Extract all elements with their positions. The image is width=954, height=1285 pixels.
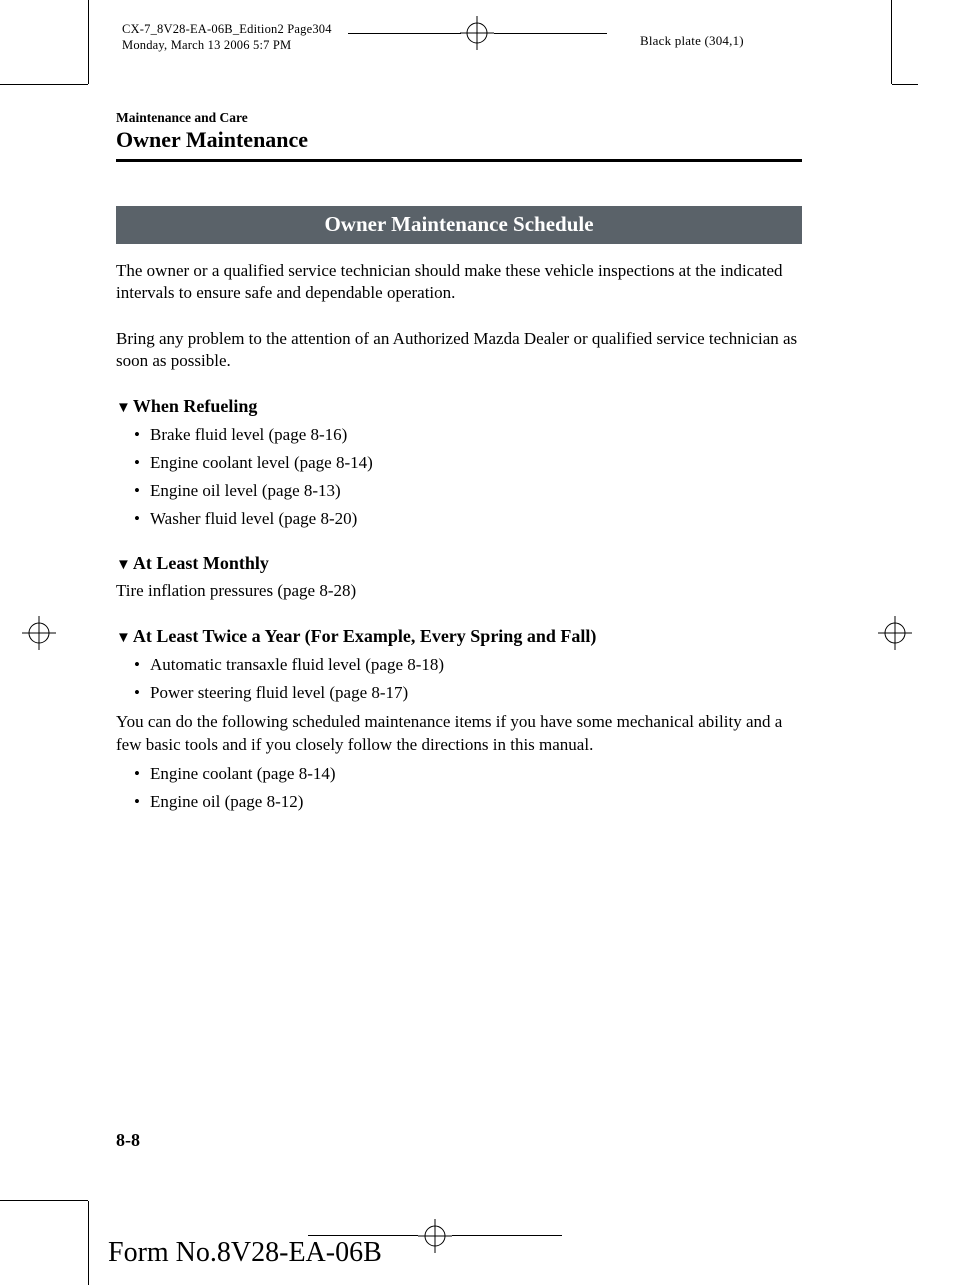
register-mark-icon <box>22 616 56 650</box>
subhead-label: When Refueling <box>133 396 258 417</box>
subhead-label: At Least Monthly <box>133 553 269 574</box>
cropmark-icon <box>88 0 89 84</box>
print-docid: CX-7_8V28-EA-06B_Edition2 Page304 <box>122 22 332 38</box>
list-item: Brake fluid level (page 8-16) <box>134 425 802 445</box>
print-docid-block: CX-7_8V28-EA-06B_Edition2 Page304 Monday… <box>122 22 332 53</box>
print-date: Monday, March 13 2006 5:7 PM <box>122 38 332 54</box>
list-item: Automatic transaxle fluid level (page 8-… <box>134 655 802 675</box>
intro-paragraph: Bring any problem to the attention of an… <box>116 328 802 372</box>
list-item: Power steering fluid level (page 8-17) <box>134 683 802 703</box>
register-mark-icon <box>460 16 494 50</box>
triangle-down-icon: ▼ <box>116 400 131 417</box>
subhead-monthly: ▼ At Least Monthly <box>116 553 802 574</box>
page-title: Owner Maintenance <box>116 127 802 153</box>
subhead-when-refueling: ▼ When Refueling <box>116 396 802 417</box>
register-line-icon <box>452 1235 562 1236</box>
subhead-twice-a-year: ▼ At Least Twice a Year (For Example, Ev… <box>116 626 802 647</box>
cropmark-icon <box>891 0 892 84</box>
register-line-icon <box>494 33 607 34</box>
print-plate: Black plate (304,1) <box>640 33 744 49</box>
intro-paragraph: The owner or a qualified service technic… <box>116 260 802 304</box>
refueling-list: Brake fluid level (page 8-16) Engine coo… <box>116 425 802 529</box>
list-item: Engine coolant (page 8-14) <box>134 764 802 784</box>
page-content: Maintenance and Care Owner Maintenance O… <box>116 110 802 820</box>
twice-year-list: Automatic transaxle fluid level (page 8-… <box>116 655 802 703</box>
title-rule <box>116 159 802 162</box>
section-banner: Owner Maintenance Schedule <box>116 206 802 244</box>
running-section: Maintenance and Care <box>116 110 802 126</box>
register-line-icon <box>348 33 461 34</box>
monthly-text: Tire inflation pressures (page 8-28) <box>116 580 802 602</box>
triangle-down-icon: ▼ <box>116 557 131 574</box>
page-number: 8-8 <box>116 1130 140 1151</box>
list-item: Engine coolant level (page 8-14) <box>134 453 802 473</box>
subhead-label: At Least Twice a Year (For Example, Ever… <box>133 626 596 647</box>
register-mark-icon <box>418 1219 452 1253</box>
register-line-icon <box>308 1235 418 1236</box>
cropmark-icon <box>0 1200 88 1201</box>
list-item: Engine oil level (page 8-13) <box>134 481 802 501</box>
cropmark-icon <box>892 84 918 85</box>
triangle-down-icon: ▼ <box>116 630 131 647</box>
list-item: Engine oil (page 8-12) <box>134 792 802 812</box>
twice-year-note: You can do the following scheduled maint… <box>116 711 802 755</box>
cropmark-icon <box>0 84 88 85</box>
twice-year-list-2: Engine coolant (page 8-14) Engine oil (p… <box>116 764 802 812</box>
register-mark-icon <box>878 616 912 650</box>
form-number: Form No.8V28-EA-06B <box>108 1237 382 1269</box>
list-item: Washer fluid level (page 8-20) <box>134 509 802 529</box>
